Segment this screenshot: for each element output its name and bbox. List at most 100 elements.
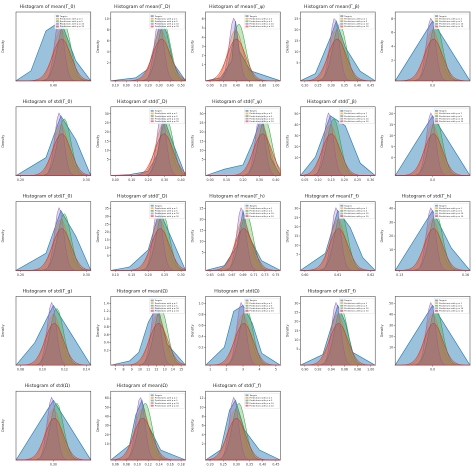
prediction-density-4 (394, 228, 471, 271)
legend-label: Predictions with p = 10 (155, 23, 180, 26)
y-tick-label: 1.0 (104, 317, 109, 321)
y-tick-label: 35 (105, 207, 109, 211)
y-tick-label: 2 (202, 442, 204, 446)
legend-swatch (340, 117, 344, 120)
legend-label: Predictions with p = 5 (155, 20, 179, 23)
histogram-panel-1: Histogram of mean(Γ_D) Density 0.10 0.00 0.1… (96, 4, 187, 87)
y-tick-label: 2 (391, 58, 393, 62)
legend-label: Predictions with p = 5 (439, 210, 463, 213)
legend-label: Predictions with p = 10 (155, 404, 180, 407)
legend-swatch (435, 299, 439, 302)
prediction-density-4 (205, 418, 281, 461)
x-tick-label: 0.30 (161, 178, 168, 182)
y-axis-label: Density (1, 135, 5, 148)
prediction-density-4 (300, 133, 376, 176)
y-tick-label: 4 (202, 433, 204, 437)
legend-swatch (150, 115, 154, 117)
x-tick-label: 0.0 (430, 83, 435, 87)
legend-label: Targets (155, 15, 163, 18)
legend-swatch (340, 23, 344, 25)
y-tick-label: 30 (105, 424, 109, 428)
legend-label: Predictions with p = 10 (155, 307, 180, 310)
y-tick-label: 60 (105, 396, 109, 400)
legend-label: Predictions with p = 10 (439, 307, 464, 310)
y-tick-label: 10 (294, 50, 298, 54)
legend-label: Targets (439, 204, 447, 207)
panel-title: Histogram of mean(Ω) (117, 383, 169, 389)
legend-label: Predictions with p = 1 (155, 397, 179, 400)
legend-swatch (245, 117, 249, 120)
legend-swatch (150, 110, 154, 112)
x-tick-label: 0.50 (178, 83, 185, 87)
x-tick-label: 0.10 (39, 368, 46, 372)
legend-label: Predictions with p = 10 (344, 307, 369, 310)
y-tick-label: 20 (105, 433, 109, 437)
x-tick-label: 0.35 (341, 83, 348, 87)
y-tick-label: 10 (389, 248, 393, 252)
y-axis-label: Density (1, 324, 5, 337)
legend-swatch (340, 17, 344, 20)
y-tick-label: 20 (294, 145, 298, 149)
x-tick-label: 0.90 (301, 368, 308, 372)
histogram-panel-14: Histogram of std(Γ_h) Density 0.13 0.16 10 20… (380, 194, 471, 277)
y-tick-label: 20 (105, 130, 109, 134)
legend-label: Predictions with p = 1 (60, 17, 84, 20)
x-tick-label: 11 (146, 368, 150, 372)
legend-label: Targets (344, 204, 352, 207)
legend-label: Predictions with p = 10 (155, 120, 180, 123)
x-tick-label: 0.92 (314, 368, 321, 372)
y-tick-label: 1.4 (104, 301, 109, 305)
histogram-panel-17: Histogram of std(Ω) Density 1 2 3 4 5 0.2 0.4 0.6… (191, 288, 282, 372)
legend-label: Targets (439, 15, 447, 18)
panel-title: Histogram of std(Γ_0) (23, 99, 73, 105)
legend-label: Predictions with p = 1 (249, 112, 273, 115)
y-tick-label: 8 (391, 17, 393, 21)
y-tick-label: 5 (202, 158, 204, 162)
prediction-density-4 (205, 323, 281, 366)
y-axis-label: Density (285, 40, 289, 53)
legend-label: Predictions with p = 1 (439, 302, 463, 305)
y-tick-label: 2 (202, 54, 204, 58)
panel-title: Histogram of std(Γ_D) (117, 99, 167, 105)
legend-swatch (150, 117, 154, 120)
y-tick-label: 25 (294, 216, 298, 220)
legend-label: Targets (249, 299, 257, 302)
y-tick-label: 1 (202, 63, 204, 67)
y-tick-label: 20 (389, 234, 393, 238)
y-tick-label: 0.6 (199, 323, 204, 327)
legend-swatch (245, 15, 249, 17)
y-tick-label: 10 (294, 243, 298, 247)
legend-label: Predictions with p = 10 (60, 25, 85, 28)
y-axis-label: Density (96, 324, 100, 337)
legend-swatch (150, 212, 154, 215)
legend-label: Predictions with p = 10 (344, 310, 369, 313)
legend-swatch (55, 23, 59, 25)
x-tick-label: 0.98 (354, 368, 361, 372)
legend-label: Predictions with p = 1 (155, 17, 179, 20)
y-tick-label: 30 (389, 220, 393, 224)
legend-swatch (150, 299, 154, 302)
panel-title: Histogram of std(Γ_0) (23, 194, 73, 200)
prediction-density-4 (110, 323, 186, 366)
legend-swatch (245, 110, 249, 112)
legend-swatch (340, 110, 344, 112)
y-tick-label: 20 (294, 225, 298, 229)
x-tick-label: 0.08 (123, 463, 130, 467)
histogram-panel-6: Histogram of std(Γ_D) Density 0.00 0.10 0.20… (96, 99, 187, 182)
panel-title: Histogram of std(Γ_D) (117, 194, 167, 200)
y-axis-label: Density (285, 324, 289, 337)
legend-label: Targets (249, 110, 257, 113)
legend-label: Predictions with p = 10 (249, 23, 274, 26)
y-tick-label: 25 (105, 121, 109, 125)
y-tick-label: 5 (296, 347, 298, 351)
legend-label: Predictions with p = 10 (155, 402, 180, 405)
y-tick-label: 30 (294, 134, 298, 138)
x-tick-label: 0.40 (167, 83, 174, 87)
